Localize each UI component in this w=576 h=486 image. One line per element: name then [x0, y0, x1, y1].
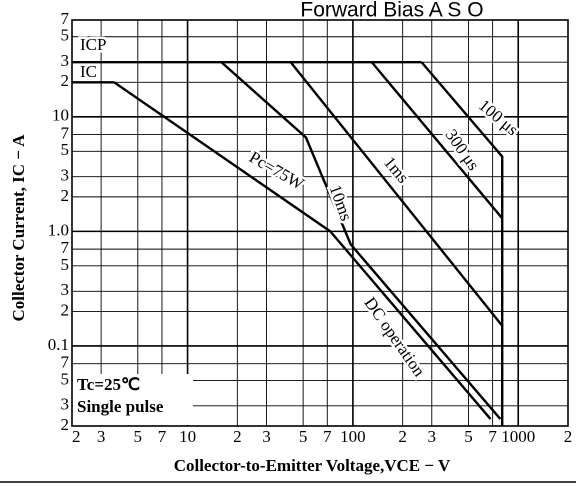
y-tick-label: 7: [61, 123, 70, 142]
annotation: Single pulse: [77, 397, 164, 416]
y-tick-label: 7: [61, 353, 70, 372]
y-tick-label: 2: [61, 71, 70, 90]
series-label: IC: [80, 62, 97, 81]
series-line: [370, 61, 504, 220]
y-tick-label: 2: [61, 415, 70, 434]
plot-frame: [71, 19, 569, 427]
x-tick-label: 2: [233, 427, 242, 446]
series-label: Pc=75W: [246, 147, 308, 194]
note-box: [73, 374, 193, 425]
series-line: [220, 61, 502, 420]
y-tick-label: 7: [61, 9, 70, 28]
y-tick-label: 5: [61, 140, 70, 159]
x-tick-label: 5: [134, 427, 143, 446]
x-axis-label: Collector-to-Emitter Voltage,VCE − V: [174, 456, 451, 475]
x-tick-label: 3: [97, 427, 106, 446]
x-tick-label: 10: [179, 427, 196, 446]
series-line: [329, 230, 492, 420]
chart-title: Forward Bias A S O: [300, 0, 483, 22]
x-tick-label: 5: [299, 427, 308, 446]
series-label: 1ms: [380, 153, 413, 187]
series-line: [289, 61, 504, 327]
x-tick-label: 7: [323, 427, 332, 446]
y-tick-label: 3: [61, 166, 70, 185]
y-tick-label: 5: [61, 369, 70, 388]
x-tick-label: 100: [340, 427, 366, 446]
y-tick-label: 3: [61, 51, 70, 70]
y-tick-label: 5: [61, 26, 70, 45]
y-tick-label: 5: [61, 255, 70, 274]
y-tick-label: 2: [61, 300, 70, 319]
x-tick-label: 3: [262, 427, 271, 446]
series-label: 300 μs: [442, 126, 484, 174]
x-tick-label: 7: [488, 427, 497, 446]
x-tick-label: 2: [72, 427, 81, 446]
y-axis-label: Collector Current, IC − A: [9, 134, 28, 322]
y-tick-label: 3: [61, 395, 70, 414]
y-tick-label: 2: [61, 186, 70, 205]
y-tick-label: 1.0: [48, 220, 69, 239]
x-tick-label: 5: [464, 427, 473, 446]
y-tick-label: 10: [52, 106, 69, 125]
y-tick-label: 7: [61, 238, 70, 257]
series-label: 10ms: [326, 182, 356, 223]
y-tick-label: 3: [61, 280, 70, 299]
series-label: ICP: [80, 35, 106, 54]
series-line: [113, 81, 331, 233]
annotation: Tc=25℃: [77, 375, 140, 394]
series-line: [420, 61, 504, 426]
y-tick-label: 0.1: [48, 335, 69, 354]
x-tick-label: 7: [158, 427, 167, 446]
x-tick-label: 2: [564, 427, 573, 446]
x-tick-label: 2: [398, 427, 407, 446]
x-tick-label: 1000: [501, 427, 535, 446]
x-tick-label: 3: [428, 427, 437, 446]
